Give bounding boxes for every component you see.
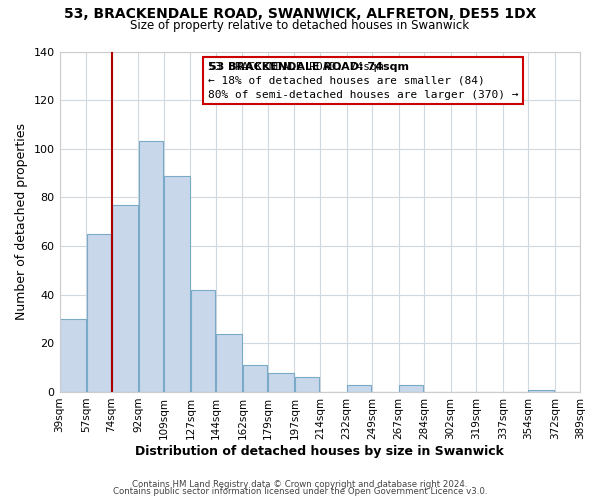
Bar — [268, 372, 294, 392]
Bar — [164, 176, 190, 392]
Bar — [529, 390, 554, 392]
Text: 53, BRACKENDALE ROAD, SWANWICK, ALFRETON, DE55 1DX: 53, BRACKENDALE ROAD, SWANWICK, ALFRETON… — [64, 8, 536, 22]
Bar — [112, 204, 138, 392]
Text: Size of property relative to detached houses in Swanwick: Size of property relative to detached ho… — [130, 19, 470, 32]
Bar — [191, 290, 215, 392]
Bar — [399, 384, 424, 392]
Text: Contains public sector information licensed under the Open Government Licence v3: Contains public sector information licen… — [113, 487, 487, 496]
Text: 53 BRACKENDALE ROAD: 74sqm: 53 BRACKENDALE ROAD: 74sqm — [209, 62, 409, 72]
Text: Contains HM Land Registry data © Crown copyright and database right 2024.: Contains HM Land Registry data © Crown c… — [132, 480, 468, 489]
Bar — [139, 142, 163, 392]
Bar — [216, 334, 242, 392]
Bar — [295, 378, 319, 392]
Text: 53 BRACKENDALE ROAD: 74sqm
← 18% of detached houses are smaller (84)
80% of semi: 53 BRACKENDALE ROAD: 74sqm ← 18% of deta… — [208, 62, 518, 100]
Bar — [86, 234, 111, 392]
Y-axis label: Number of detached properties: Number of detached properties — [15, 123, 28, 320]
X-axis label: Distribution of detached houses by size in Swanwick: Distribution of detached houses by size … — [136, 444, 504, 458]
Bar — [60, 319, 86, 392]
Bar — [243, 365, 268, 392]
Bar — [347, 384, 371, 392]
